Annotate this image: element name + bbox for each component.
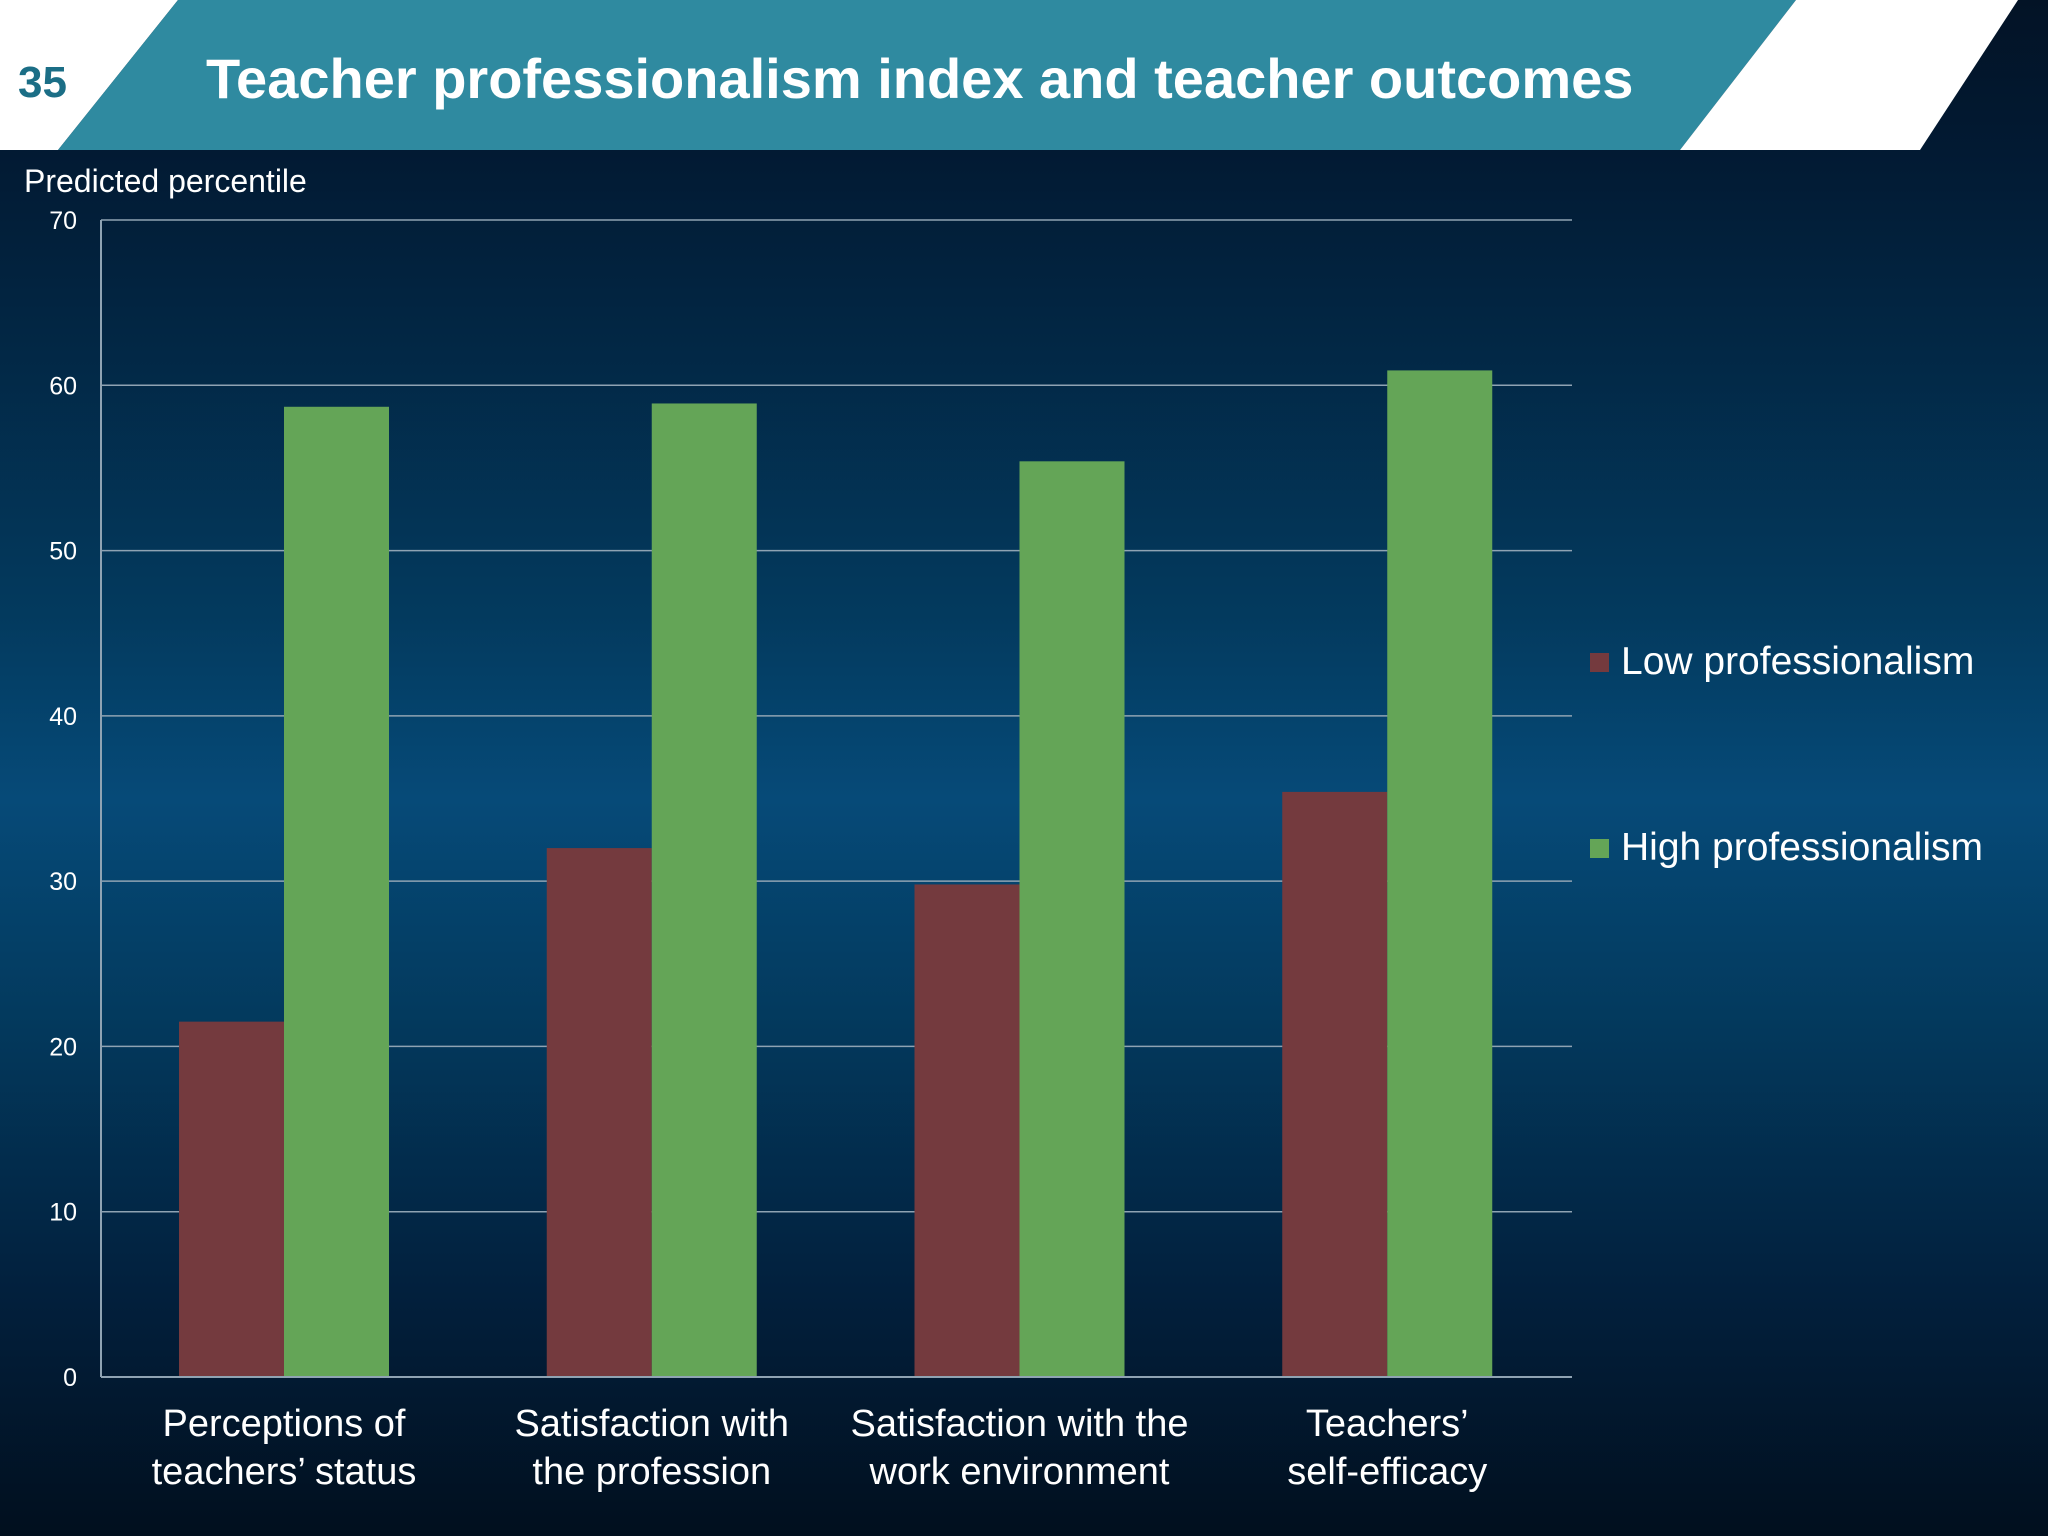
header-band bbox=[0, 0, 2018, 150]
slide-number: 35 bbox=[18, 58, 67, 107]
x-tick-label-1: Perceptions of teachers’ status bbox=[152, 1403, 417, 1493]
x-tick-label-2: Satisfaction with the profession bbox=[514, 1403, 789, 1493]
bars bbox=[179, 370, 1493, 1378]
y-tick-label-60: 60 bbox=[49, 372, 77, 400]
bar-low-1 bbox=[179, 1021, 284, 1377]
y-tick-label-20: 20 bbox=[49, 1033, 77, 1061]
y-tick-label-70: 70 bbox=[49, 207, 77, 235]
legend: Low professionalism High professionalism bbox=[1590, 640, 2030, 1012]
legend-swatch-low bbox=[1590, 652, 1609, 672]
legend-swatch-high bbox=[1590, 838, 1609, 858]
bar-high-1 bbox=[284, 406, 389, 1378]
slide-title: Teacher professionalism index and teache… bbox=[206, 47, 1634, 110]
axes bbox=[100, 220, 1572, 1378]
bar-low-4 bbox=[1282, 791, 1388, 1377]
bar-high-3 bbox=[1019, 461, 1125, 1377]
bar-high-4 bbox=[1387, 370, 1493, 1377]
bar-low-2 bbox=[546, 848, 652, 1377]
y-tick-labels: 0 10 20 30 40 50 60 70 bbox=[49, 207, 77, 1392]
legend-item-high: High professionalism bbox=[1590, 826, 2030, 870]
x-tick-label-3: Satisfaction with the work environment bbox=[851, 1403, 1189, 1493]
bar-chart: Predicted percentile 0 10 20 30 40 50 60 70 Per… bbox=[24, 163, 1572, 1493]
x-tick-labels: Perceptions of teachers’ status Satisfacti… bbox=[152, 1403, 1488, 1493]
y-tick-label-40: 40 bbox=[49, 703, 77, 731]
legend-label-high: High professionalism bbox=[1621, 826, 1983, 869]
y-tick-label-0: 0 bbox=[63, 1364, 77, 1392]
slide-header: 35 Teacher professionalism index and tea… bbox=[0, 0, 2048, 152]
y-axis-label: Predicted percentile bbox=[24, 163, 307, 199]
y-tick-label-50: 50 bbox=[49, 538, 77, 566]
y-tick-label-10: 10 bbox=[49, 1199, 77, 1227]
legend-label-low: Low professionalism bbox=[1621, 640, 1975, 683]
x-tick-label-4: Teachers’ self-efficacy bbox=[1287, 1403, 1487, 1493]
legend-item-low: Low professionalism bbox=[1590, 640, 2030, 684]
bar-low-3 bbox=[914, 884, 1020, 1377]
y-tick-label-30: 30 bbox=[49, 868, 77, 896]
bar-high-2 bbox=[651, 403, 757, 1377]
